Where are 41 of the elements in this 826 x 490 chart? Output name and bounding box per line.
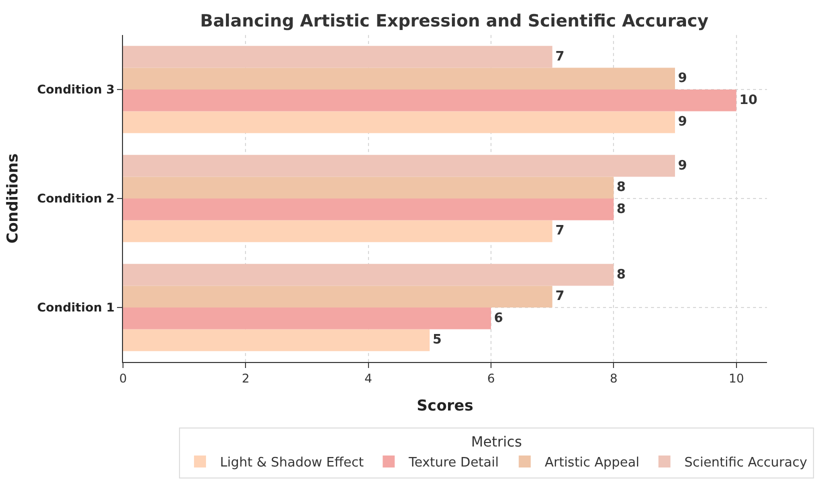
data-label: 8: [616, 267, 626, 282]
bar: [123, 198, 614, 220]
bar: [123, 68, 675, 90]
data-label: 5: [432, 332, 442, 348]
data-label: 7: [555, 49, 564, 64]
bar: [123, 90, 736, 112]
x-tick-label: 0: [119, 371, 127, 386]
data-label: 10: [739, 92, 758, 108]
legend-label: Texture Detail: [408, 456, 499, 471]
data-label: 8: [616, 202, 626, 217]
legend-label: Scientific Accuracy: [684, 456, 808, 471]
data-label: 7: [555, 289, 564, 304]
data-label: 9: [678, 114, 688, 130]
x-tick-label: 10: [728, 371, 744, 386]
data-label: 9: [678, 158, 688, 174]
bar: [123, 329, 430, 352]
data-label: 7: [555, 224, 564, 239]
y-tick-label: Condition 2: [37, 192, 115, 206]
data-label: 6: [494, 310, 504, 326]
x-tick-label: 8: [610, 371, 618, 386]
legend-title: Metrics: [471, 434, 522, 451]
y-tick-label: Condition 1: [37, 300, 115, 315]
x-tick-label: 2: [242, 371, 250, 386]
bar: [123, 176, 614, 198]
y-axis-title: Conditions: [3, 153, 22, 244]
legend-label: Artistic Appeal: [544, 456, 640, 471]
x-tick-label: 6: [487, 371, 495, 386]
bar: [123, 154, 675, 177]
bar: [123, 46, 552, 68]
chart-title: Balancing Artistic Expression and Scientific Accuracy: [200, 12, 708, 32]
bar: [123, 220, 552, 242]
x-axis-title: Scores: [416, 396, 474, 414]
bar: [123, 111, 675, 134]
bar: [123, 264, 614, 286]
y-tick-label: Condition 3: [37, 82, 115, 97]
x-tick-label: 4: [364, 371, 372, 386]
legend-label: Light & Shadow Effect: [220, 456, 364, 471]
bar: [123, 286, 552, 308]
bar: [123, 308, 491, 330]
data-label: 9: [678, 71, 688, 86]
data-label: 8: [616, 180, 626, 196]
